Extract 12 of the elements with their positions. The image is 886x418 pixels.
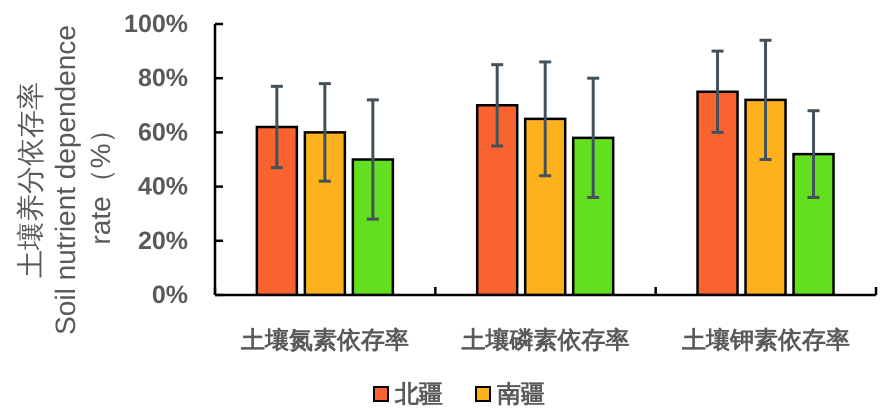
legend-label: 北疆 (395, 380, 443, 410)
y-tick-label: 40% (138, 172, 188, 201)
x-tick-label: 土壤氮素依存率 (240, 327, 410, 354)
x-tick-label: 土壤磷素依存率 (460, 327, 630, 354)
y-tick-label: 100% (124, 10, 188, 38)
y-tick-label: 0% (152, 281, 188, 309)
y-axis-title: 土壤养分依存率 Soil nutrient dependence rate（%） (15, 25, 116, 335)
y-tick-label: 20% (138, 226, 188, 255)
legend-label: 南疆 (497, 380, 545, 410)
y-tick-label: 80% (138, 64, 188, 92)
y-tick-label: 60% (138, 118, 188, 146)
x-tick-label: 土壤钾素依存率 (680, 327, 850, 354)
